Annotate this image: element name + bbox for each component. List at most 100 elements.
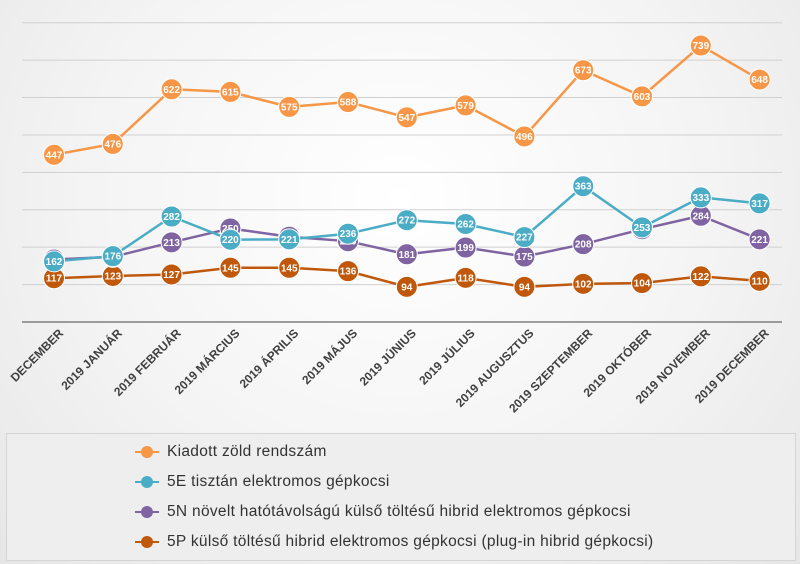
x-tick-label: 2019 JÚLIUS (416, 326, 478, 388)
data-point (101, 132, 124, 155)
data-label: 102 (575, 279, 592, 290)
legend-item-5p[interactable]: 5P külső töltésű hibrid elektromos gépko… (135, 530, 654, 554)
legend-label: 5P külső töltésű hibrid elektromos gépko… (167, 533, 654, 550)
data-point (748, 192, 771, 215)
data-point (337, 222, 359, 245)
data-label: 363 (575, 182, 592, 193)
data-point (454, 236, 477, 259)
legend-swatch-orange (135, 445, 159, 459)
data-point (43, 143, 65, 166)
data-label: 208 (575, 240, 592, 251)
data-point (631, 216, 653, 239)
data-point (278, 95, 301, 118)
data-point (454, 266, 477, 289)
data-point (631, 272, 653, 295)
data-point (160, 78, 183, 101)
data-point (395, 275, 418, 298)
data-label: 673 (575, 66, 592, 77)
data-label: 176 (104, 252, 121, 263)
data-point (572, 59, 595, 82)
data-point (689, 186, 712, 209)
data-label: 227 (516, 233, 533, 244)
data-point (572, 175, 595, 198)
data-point (572, 272, 595, 295)
data-label: 272 (398, 216, 415, 227)
line-chart: 1171231271451451369411894102104122110167… (8, 22, 782, 415)
data-point (513, 226, 536, 249)
data-label: 122 (692, 272, 709, 283)
data-label: 110 (752, 276, 769, 287)
legend-label: 5N növelt hatótávolságú külső töltésű hi… (167, 503, 631, 520)
data-label: 220 (222, 235, 239, 246)
x-tick-label: 2019 ÁPRILIS (236, 326, 301, 391)
data-point (278, 256, 301, 279)
legend-swatch-brown (135, 535, 159, 549)
data-point (219, 228, 242, 251)
data-label: 123 (104, 271, 121, 282)
data-point (454, 212, 477, 235)
data-point (631, 85, 653, 108)
data-point (395, 243, 418, 266)
legend-item-5n[interactable]: 5N növelt hatótávolságú külső töltésű hi… (135, 500, 631, 524)
data-label: 117 (46, 274, 63, 285)
data-point (748, 269, 771, 292)
data-label: 145 (281, 263, 298, 274)
data-point (689, 34, 712, 57)
legend-swatch-purple (135, 505, 159, 519)
data-label: 496 (516, 132, 533, 143)
data-point (160, 231, 183, 254)
data-point (101, 245, 124, 268)
data-label: 575 (281, 102, 298, 113)
data-point (748, 68, 771, 91)
data-label: 603 (634, 92, 651, 103)
data-label: 181 (398, 250, 415, 261)
data-label: 579 (457, 101, 474, 112)
data-label: 284 (692, 211, 709, 222)
data-point (513, 275, 536, 298)
data-point (395, 106, 418, 129)
data-point (160, 263, 183, 286)
data-label: 588 (340, 98, 357, 109)
data-label: 118 (458, 273, 475, 284)
x-tick-label: 2019 JANUÁR (58, 325, 125, 392)
data-label: 236 (340, 229, 357, 240)
data-point (513, 125, 536, 148)
series-markers: 1171231271451451369411894102104122110167… (43, 34, 771, 298)
data-label: 447 (46, 150, 63, 161)
data-point (572, 233, 595, 256)
data-label: 622 (163, 85, 180, 96)
data-label: 739 (692, 41, 709, 52)
data-label: 175 (516, 252, 533, 263)
data-point (748, 228, 771, 251)
data-label: 648 (751, 75, 768, 86)
legend-item-zold-rendszam[interactable]: Kiadott zöld rendszám (135, 440, 327, 464)
series-line (53, 44, 761, 156)
data-point (160, 205, 183, 228)
data-label: 94 (401, 282, 413, 293)
data-point (337, 91, 359, 114)
legend-item-5e[interactable]: 5E tisztán elektromos gépkocsi (135, 470, 390, 494)
data-label: 253 (634, 223, 651, 234)
data-label: 221 (751, 235, 768, 246)
legend-label: 5E tisztán elektromos gépkocsi (167, 473, 390, 490)
data-label: 476 (104, 139, 121, 150)
data-label: 127 (163, 270, 180, 281)
x-tick-label: DECEMBER (8, 326, 67, 385)
data-point (337, 260, 359, 283)
data-label: 162 (46, 257, 63, 268)
data-point (219, 256, 242, 279)
data-label: 136 (340, 267, 357, 278)
data-label: 104 (634, 279, 651, 290)
legend-label: Kiadott zöld rendszám (167, 443, 327, 460)
data-point (278, 228, 301, 251)
data-label: 282 (163, 212, 180, 223)
data-label: 221 (281, 235, 298, 246)
data-label: 547 (398, 113, 415, 124)
data-point (395, 209, 418, 232)
x-tick-label: 2019 JÚNIUS (356, 326, 419, 389)
data-label: 199 (457, 243, 474, 254)
data-point (219, 80, 242, 103)
data-point (43, 250, 65, 273)
legend: Kiadott zöld rendszám 5E tisztán elektro… (6, 433, 796, 561)
